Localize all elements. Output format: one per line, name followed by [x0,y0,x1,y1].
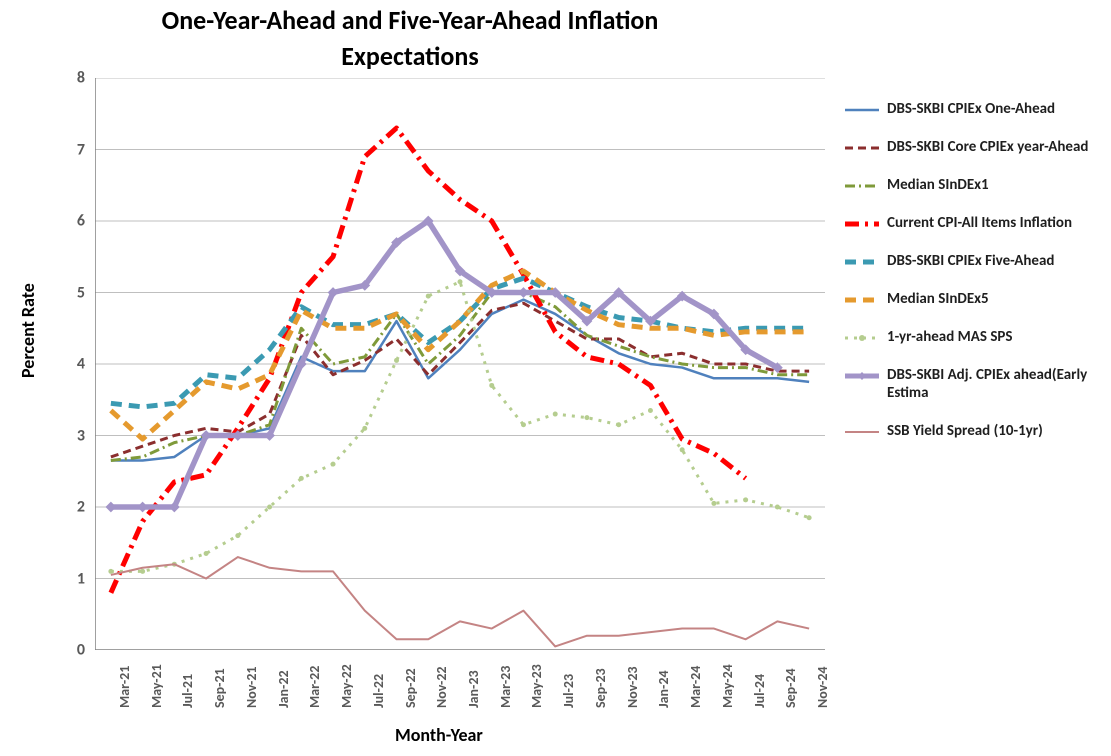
series-marker [775,505,780,510]
x-tick-label: May-21 [148,664,165,708]
x-tick-label: May-24 [719,664,736,708]
x-tick-label: Jul-22 [370,674,387,708]
x-tick-label: May-23 [528,664,545,708]
chart-subtitle: Expectations [0,40,820,72]
x-tick-label: Sep-23 [592,668,609,708]
legend-item-median_sindex5: Median SInDEx5 [845,290,1097,308]
x-tick-label: Jan-24 [655,670,672,708]
legend-swatch [845,369,879,383]
series-marker [711,501,716,506]
legend-label: Median SInDEx5 [887,290,989,308]
x-tick-label: Jan-22 [275,670,292,708]
series-ssb_yield_spread [111,557,809,646]
legend-label: DBS-SKBI CPIEx One-Ahead [887,100,1055,118]
legend-item-ssb_yield_spread: SSB Yield Spread (10-1yr) [845,422,1097,440]
series-marker [616,422,621,427]
series-marker [458,279,463,284]
plot-svg [95,78,825,650]
x-axis-label: Month-Year [395,724,483,746]
series-current_cpi_all [111,128,746,593]
series-marker [648,408,653,413]
legend-label: DBS-SKBI Core CPIEx year-Ahead [887,138,1088,156]
legend-swatch [845,103,879,117]
series-mas_sps_1yr [111,282,809,572]
legend-swatch [845,255,879,269]
series-marker [518,287,529,298]
legend-item-dbs_skbi_cpiex_5yr: DBS-SKBI CPIEx Five-Ahead [845,252,1097,270]
legend-item-mas_sps_1yr: 1-yr-ahead MAS SPS [845,328,1097,346]
y-tick-label: 3 [77,426,85,445]
y-tick-label: 2 [77,498,85,517]
legend-swatch [845,293,879,307]
x-tick-label: Jul-24 [751,674,768,708]
legend-label: Median SInDEx1 [887,176,989,194]
y-tick-label: 1 [77,569,85,588]
legend-swatch [845,331,879,345]
x-tick-label: Nov-23 [624,666,641,708]
legend-swatch [845,141,879,155]
series-marker [235,533,240,538]
legend-item-dbs_skbi_adj_cpiex_1yr: DBS-SKBI Adj. CPIEx ahead(Early Estima [845,366,1097,402]
x-tick-label: Mar-22 [306,666,323,708]
y-tick-label: 4 [77,355,85,374]
plot-area [95,78,825,650]
series-marker [299,476,304,481]
x-tick-label: Jul-21 [179,674,196,708]
series-marker [680,447,685,452]
y-axis-label: Percent Rate [17,283,39,378]
series-marker [137,502,148,513]
legend-label: 1-yr-ahead MAS SPS [887,328,1012,346]
series-marker [108,569,113,574]
series-marker [553,412,558,417]
legend-label: SSB Yield Spread (10-1yr) [887,422,1043,440]
series-marker [394,358,399,363]
x-tick-label: Mar-24 [687,666,704,708]
x-tick-label: Sep-24 [782,668,799,708]
y-tick-label: 8 [77,69,85,88]
x-tick-label: Mar-21 [116,666,133,708]
x-tick-label: Jul-23 [560,674,577,708]
series-marker [489,383,494,388]
x-tick-label: Nov-22 [433,666,450,708]
legend-label: DBS-SKBI CPIEx Five-Ahead [887,252,1054,270]
x-tick-label: Sep-22 [402,668,419,708]
legend-swatch [845,217,879,231]
series-marker [267,505,272,510]
x-tick-label: May-22 [338,664,355,708]
x-tick-label: Jan-23 [465,670,482,708]
legend-label: DBS-SKBI Adj. CPIEx ahead(Early Estima [887,366,1097,402]
series-marker [521,422,526,427]
series-marker [140,569,145,574]
series-marker [331,462,336,467]
legend-item-median_sindex1: Median SInDEx1 [845,176,1097,194]
x-tick-label: Sep-21 [211,668,228,708]
series-marker [584,415,589,420]
y-tick-label: 7 [77,140,85,159]
legend-item-dbs_skbi_cpiex_1yr: DBS-SKBI CPIEx One-Ahead [845,100,1097,118]
series-marker [807,515,812,520]
legend-item-current_cpi_all: Current CPI-All Items Inflation [845,214,1097,232]
legend-item-dbs_skbi_core_cpiex_1yr: DBS-SKBI Core CPIEx year-Ahead [845,138,1097,156]
series-marker [204,551,209,556]
x-tick-label: Nov-21 [243,666,260,708]
y-tick-label: 5 [77,283,85,302]
series-median_sindex5 [111,271,809,439]
legend-swatch [845,179,879,193]
x-tick-label: Nov-24 [814,666,831,708]
series-marker [105,502,116,513]
y-tick-label: 6 [77,212,85,231]
x-tick-label: Mar-23 [497,666,514,708]
legend-label: Current CPI-All Items Inflation [887,214,1072,232]
series-marker [362,426,367,431]
legend-swatch [845,425,879,439]
legend: DBS-SKBI CPIEx One-Ahead DBS-SKBI Core CP… [845,100,1097,460]
y-tick-label: 0 [77,641,85,660]
series-marker [426,294,431,299]
chart-title: One-Year-Ahead and Five-Year-Ahead Infla… [0,4,820,36]
series-marker [743,497,748,502]
